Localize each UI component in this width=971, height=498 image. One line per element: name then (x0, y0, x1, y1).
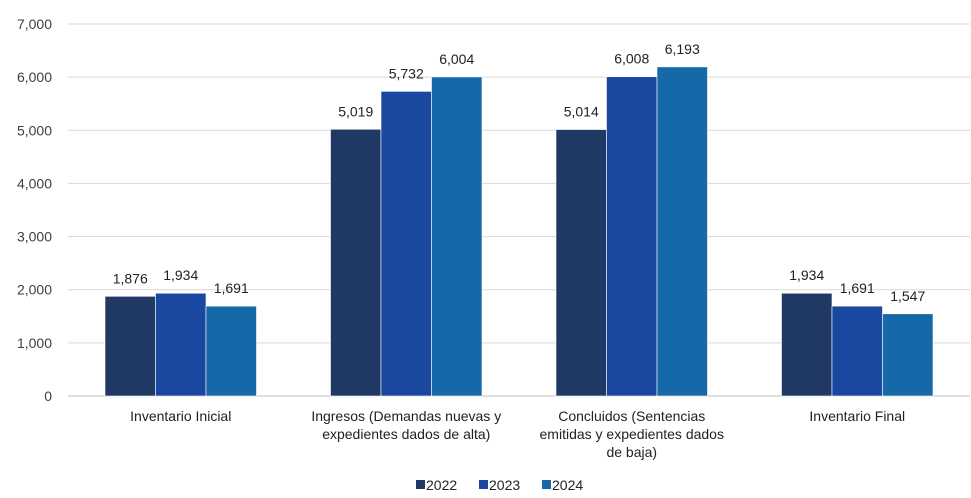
x-tick-label-line: de baja) (606, 444, 657, 460)
bar-2023 (831, 305, 883, 397)
bar-2024 (205, 305, 257, 397)
data-label: 6,004 (439, 51, 474, 67)
data-label: 5,732 (389, 65, 424, 81)
bar-2023 (380, 91, 432, 397)
legend-swatch-2023 (479, 480, 488, 489)
data-labels: 1,876 1,934 1,691 5,019 5,732 6,004 5,014 6,008… (113, 41, 926, 304)
y-tick-label: 6,000 (17, 69, 52, 85)
legend-label: 2024 (552, 477, 583, 493)
legend-label: 2022 (426, 477, 457, 493)
bar-2024 (882, 313, 934, 397)
x-tick-label-line: Concluidos (Sentencias (558, 408, 705, 424)
bar-2023 (155, 292, 207, 397)
x-tick-label-line: Inventario Final (809, 408, 905, 424)
bar-2024 (656, 66, 708, 397)
data-label: 6,193 (665, 41, 700, 57)
bar-2022 (330, 128, 382, 397)
data-label: 5,014 (564, 104, 599, 120)
y-tick-label: 3,000 (17, 229, 52, 245)
data-label: 1,691 (840, 280, 875, 296)
legend-swatch-2022 (416, 480, 425, 489)
grid-lines (68, 23, 970, 397)
x-tick-label: Inventario Final (809, 408, 905, 424)
bars (104, 66, 934, 397)
x-axis: Inventario Inicial Ingresos (Demandas nue… (130, 408, 905, 460)
y-tick-label: 7,000 (17, 16, 52, 32)
data-label: 1,934 (789, 267, 824, 283)
data-label: 1,934 (163, 267, 198, 283)
y-tick-label: 1,000 (17, 335, 52, 351)
bar-2022 (781, 292, 833, 397)
y-tick-label: 4,000 (17, 175, 52, 191)
bar-2022 (555, 129, 607, 397)
bar-2023 (606, 76, 658, 397)
bar-2022 (104, 296, 156, 397)
data-label: 1,547 (890, 288, 925, 304)
data-label: 1,691 (214, 280, 249, 296)
data-label: 1,876 (113, 270, 148, 286)
legend-swatch-2024 (542, 480, 551, 489)
data-label: 6,008 (614, 51, 649, 67)
x-tick-label-line: emitidas y expedientes dados (540, 426, 724, 442)
legend-label: 2023 (489, 477, 520, 493)
x-tick-label-line: Inventario Inicial (130, 408, 231, 424)
y-tick-label: 2,000 (17, 282, 52, 298)
x-tick-label: Ingresos (Demandas nuevas y expedientes d… (311, 408, 501, 442)
x-tick-label: Concluidos (Sentencias emitidas y expedie… (540, 408, 724, 460)
y-tick-label: 0 (44, 388, 52, 404)
legend: 2022 2023 2024 (416, 477, 583, 493)
y-tick-label: 5,000 (17, 122, 52, 138)
y-axis: 0 1,000 2,000 3,000 4,000 5,000 6,000 7,000 (17, 16, 52, 404)
x-tick-label: Inventario Inicial (130, 408, 231, 424)
x-tick-label-line: Ingresos (Demandas nuevas y (311, 408, 501, 424)
x-tick-label-line: expedientes dados de alta) (322, 426, 490, 442)
bar-2024 (431, 76, 483, 397)
data-label: 5,019 (338, 103, 373, 119)
